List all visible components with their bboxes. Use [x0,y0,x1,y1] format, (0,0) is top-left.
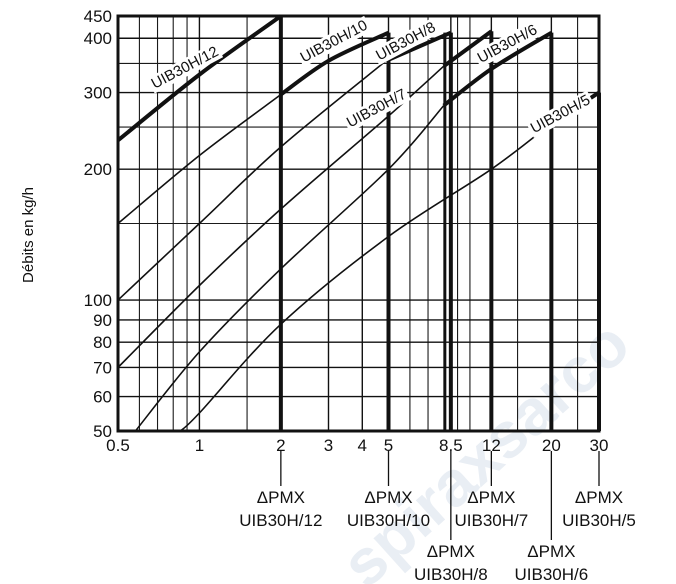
y-tick-label: 60 [93,388,112,407]
dpmx-label: ΔPMX [467,488,515,507]
dpmx-model-label: UIB30H/12 [239,511,322,530]
series-label: UIB30H/5 [528,91,593,137]
x-tick-label: 5 [384,436,393,455]
series-uib30h-12-bold [116,14,283,142]
dpmx-model-label: UIB30H/6 [515,565,589,584]
dpmx-label: ΔPMX [427,542,475,561]
x-tick-label: 20 [542,436,561,455]
dpmx-label: ΔPMX [364,488,412,507]
x-tick-label: 1 [195,436,204,455]
x-tick-label: 12 [482,436,501,455]
series-uib30h-7-bold [442,29,493,68]
dpmx-label: ΔPMX [527,542,575,561]
series-label-bg [342,84,412,133]
plot-frame [116,14,601,433]
pressure-limit-notes: ΔPMX UIB30H/12 ΔPMX UIB30H/10 ΔPMX UIB30H/8 ΔP… [239,451,636,584]
series-label-bg [371,17,441,66]
series-label-bg [472,20,542,68]
dpmx-model-label: UIB30H/8 [414,565,488,584]
x-tick-label: 4 [358,436,367,455]
series-label-bg [295,15,373,68]
x-tick-label: 3 [324,436,333,455]
y-tick-label: 70 [93,358,112,377]
series-uib30h-6-curve [134,105,445,432]
x-tick-label: 30 [590,436,609,455]
dpmx-model-label: UIB30H/5 [562,511,636,530]
y-tick-label: 450 [84,7,112,26]
series-label-bg [525,90,595,138]
y-tick-label: 50 [93,422,112,441]
dpmx-model-label: UIB30H/10 [347,511,430,530]
x-tick-label: 2 [276,436,285,455]
y-tick-label: 200 [84,160,112,179]
plot-border [116,14,601,433]
series-label-bg [146,42,224,94]
x-tick-label: 8.5 [439,436,463,455]
y-axis-label: Débits en kg/h [20,187,37,283]
dpmx-label: ΔPMX [257,488,305,507]
y-tick-label: 300 [84,84,112,103]
series-uib30h-10-curve [117,93,282,225]
x-tick-label: 0.5 [106,436,130,455]
y-tick-label: 80 [93,333,112,352]
series-uib30h-8-curve [117,60,387,301]
y-tick-label: 400 [84,29,112,48]
y-tick-label: 100 [84,291,112,310]
y-tick-label: 90 [93,311,112,330]
series-uib30h-10-bold [279,30,390,97]
dpmx-model-label: UIB30H/7 [455,511,529,530]
dpmx-label: ΔPMX [575,488,623,507]
